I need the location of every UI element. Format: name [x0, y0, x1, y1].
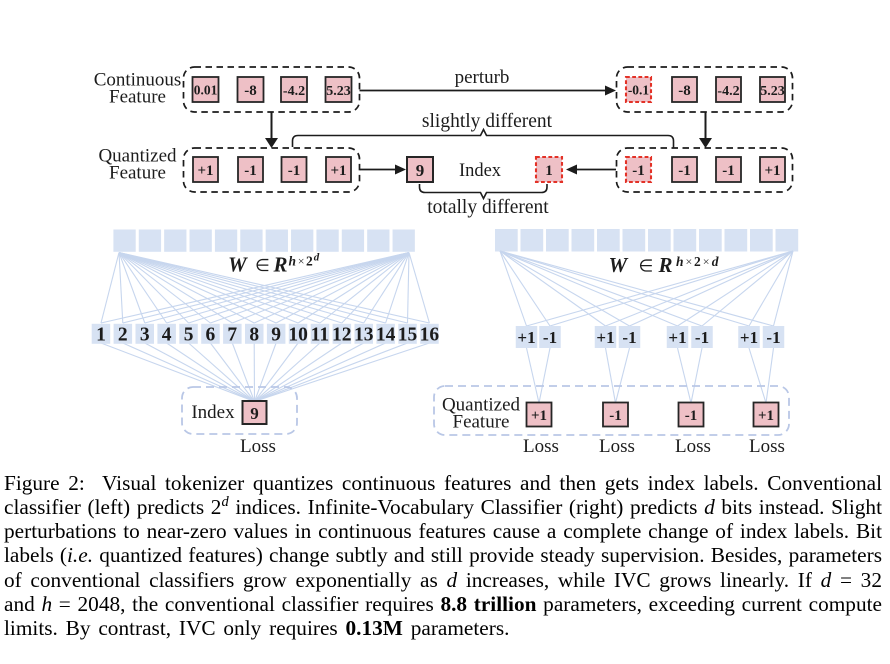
svg-text:perturb: perturb: [455, 67, 510, 88]
svg-text:Loss: Loss: [749, 436, 785, 457]
svg-text:-1: -1: [609, 408, 622, 424]
svg-text:Loss: Loss: [599, 436, 635, 457]
svg-text:+1: +1: [531, 408, 547, 424]
svg-text:W: W: [609, 253, 629, 277]
svg-text:6: 6: [206, 325, 216, 346]
svg-text:16: 16: [420, 325, 440, 346]
svg-text:-1: -1: [632, 163, 645, 179]
svg-text:-1: -1: [695, 328, 709, 347]
svg-text:15: 15: [398, 325, 418, 346]
svg-text:-8: -8: [244, 83, 257, 99]
svg-text:8: 8: [249, 325, 259, 346]
svg-text:0.01: 0.01: [194, 83, 218, 98]
svg-text:Feature: Feature: [453, 412, 510, 433]
svg-text:R: R: [658, 253, 673, 277]
svg-text:×: ×: [686, 255, 693, 269]
svg-text:11: 11: [311, 325, 329, 346]
svg-text:7: 7: [227, 325, 237, 346]
svg-text:-1: -1: [288, 163, 301, 179]
svg-text:-1: -1: [678, 163, 691, 179]
svg-text:9: 9: [250, 404, 259, 423]
svg-text:Index: Index: [191, 402, 235, 423]
svg-text:1: 1: [545, 163, 553, 179]
svg-text:12: 12: [332, 325, 352, 346]
svg-text:+1: +1: [668, 328, 686, 347]
svg-text:Loss: Loss: [523, 436, 559, 457]
svg-text:Loss: Loss: [240, 436, 276, 457]
svg-text:totally different: totally different: [427, 197, 549, 218]
svg-text:+1: +1: [758, 408, 774, 424]
svg-text:-0.1: -0.1: [628, 83, 650, 98]
svg-text:-4.2: -4.2: [283, 84, 305, 99]
svg-text:R: R: [273, 253, 288, 277]
svg-text:∈: ∈: [255, 256, 270, 275]
svg-text:-1: -1: [685, 408, 698, 424]
svg-text:2: 2: [694, 254, 701, 269]
svg-text:-4.2: -4.2: [717, 84, 739, 99]
svg-text:+1: +1: [197, 163, 213, 179]
svg-text:3: 3: [140, 325, 150, 346]
svg-text:-1: -1: [622, 328, 636, 347]
svg-text:2: 2: [118, 325, 128, 346]
svg-text:d: d: [314, 252, 320, 264]
svg-text:9: 9: [416, 161, 425, 180]
svg-text:+1: +1: [517, 328, 535, 347]
svg-text:+1: +1: [764, 163, 780, 179]
svg-text:W: W: [228, 253, 248, 277]
svg-text:Index: Index: [459, 161, 502, 181]
svg-text:5: 5: [184, 325, 194, 346]
svg-text:Feature: Feature: [109, 87, 166, 108]
svg-text:-1: -1: [244, 163, 257, 179]
svg-text:h: h: [676, 254, 684, 269]
svg-text:5.23: 5.23: [760, 84, 785, 99]
svg-text:Feature: Feature: [109, 163, 166, 184]
svg-text:13: 13: [354, 325, 374, 346]
svg-text:Quantized: Quantized: [98, 146, 177, 167]
svg-text:-8: -8: [678, 83, 691, 99]
svg-text:Loss: Loss: [675, 436, 711, 457]
svg-text:∈: ∈: [639, 257, 654, 276]
svg-text:+1: +1: [596, 328, 614, 347]
svg-text:14: 14: [376, 325, 396, 346]
svg-text:4: 4: [162, 325, 172, 346]
svg-text:1: 1: [96, 325, 106, 346]
svg-text:×: ×: [703, 255, 710, 269]
svg-text:slightly different: slightly different: [422, 111, 553, 132]
svg-text:h: h: [289, 254, 297, 269]
svg-text:-1: -1: [722, 163, 735, 179]
svg-text:10: 10: [288, 325, 308, 346]
svg-text:-1: -1: [766, 328, 780, 347]
svg-text:+1: +1: [330, 163, 346, 179]
svg-text:2: 2: [306, 254, 313, 269]
svg-text:d: d: [712, 254, 719, 269]
svg-text:×: ×: [298, 254, 305, 268]
svg-text:Continuous: Continuous: [94, 70, 182, 91]
svg-text:-1: -1: [543, 328, 557, 347]
svg-text:5.23: 5.23: [326, 84, 351, 99]
svg-text:+1: +1: [740, 328, 758, 347]
svg-text:Quantized: Quantized: [442, 395, 521, 416]
svg-text:9: 9: [271, 325, 281, 346]
